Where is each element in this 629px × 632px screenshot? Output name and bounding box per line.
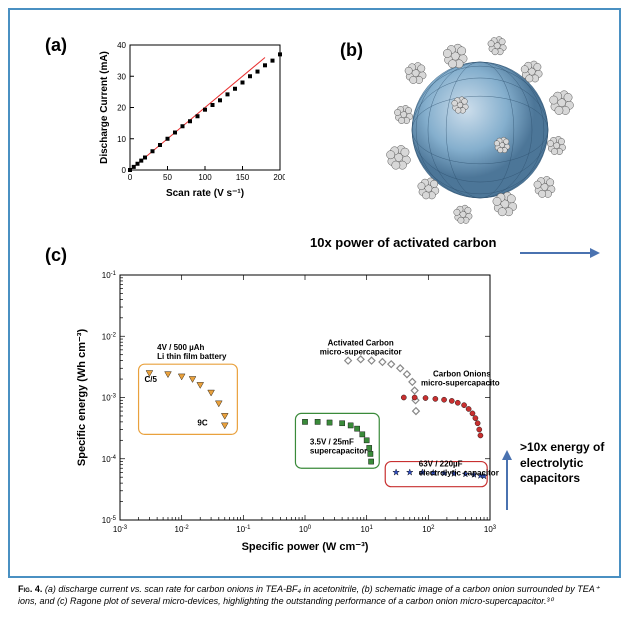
svg-text:100: 100 — [198, 173, 212, 182]
svg-text:Scan rate (V s⁻¹): Scan rate (V s⁻¹) — [166, 188, 244, 199]
panel-label-c: (c) — [45, 245, 67, 266]
svg-text:103: 103 — [484, 525, 497, 534]
svg-text:Specific energy (Wh cm⁻³): Specific energy (Wh cm⁻³) — [76, 329, 88, 467]
svg-text:Discharge Current (mA): Discharge Current (mA) — [99, 51, 110, 164]
caption-fig-label: Fig. 4. — [18, 584, 42, 594]
svg-text:10-3: 10-3 — [102, 394, 117, 403]
annotation-10x-power: 10x power of activated carbon — [310, 235, 496, 250]
figure-caption: Fig. 4. (a) discharge current vs. scan r… — [8, 578, 621, 607]
svg-text:10-5: 10-5 — [102, 516, 117, 525]
svg-text:0: 0 — [122, 166, 127, 175]
svg-text:20: 20 — [117, 104, 126, 113]
svg-text:101: 101 — [361, 525, 374, 534]
arrow-up-icon — [500, 450, 514, 510]
svg-text:Activated Carbonmicro-supercap: Activated Carbonmicro-supercapacitor — [320, 339, 402, 357]
figure-box: (a) (b) (c) 0 50 100 150 200 0 10 20 30 40 Scan ra… — [8, 8, 621, 578]
svg-text:Carbon Onionsmicro-supercapaci: Carbon Onionsmicro-supercapacitor — [421, 370, 500, 388]
caption-text: (a) discharge current vs. scan rate for … — [18, 584, 599, 606]
schematic-b — [370, 25, 590, 225]
svg-text:4V / 500 µAh Li thin film batt: 4V / 500 µAh Li thin film battery — [157, 343, 227, 361]
svg-text:Specific power (W cm⁻³): Specific power (W cm⁻³) — [242, 541, 369, 553]
chart-c: 10-3 10-2 10-1 100 101 102 103 10-5 10-4 10-3 10-2… — [70, 265, 500, 560]
svg-text:63V / 220µFelectrolytic capaci: 63V / 220µFelectrolytic capacitor — [419, 459, 499, 477]
svg-text:0: 0 — [128, 173, 133, 182]
svg-text:10: 10 — [117, 135, 126, 144]
panel-label-a: (a) — [45, 35, 67, 56]
svg-text:10-2: 10-2 — [175, 525, 190, 534]
annotation-10x-energy: >10x energy of electrolytic capacitors — [520, 440, 620, 487]
svg-text:C/5: C/5 — [145, 375, 158, 384]
arrow-right-icon — [520, 247, 600, 259]
svg-text:40: 40 — [117, 41, 126, 50]
svg-text:100: 100 — [299, 525, 312, 534]
svg-text:50: 50 — [163, 173, 172, 182]
svg-text:10-2: 10-2 — [102, 332, 117, 341]
svg-text:200: 200 — [273, 173, 285, 182]
svg-text:9C: 9C — [197, 418, 207, 427]
svg-text:102: 102 — [422, 525, 435, 534]
svg-text:3.5V / 25mFsupercapacitor: 3.5V / 25mFsupercapacitor — [310, 438, 367, 456]
chart-a: 0 50 100 150 200 0 10 20 30 40 Scan rate (V s⁻¹) Di… — [95, 35, 285, 200]
svg-text:10-4: 10-4 — [102, 455, 117, 464]
svg-text:10-1: 10-1 — [102, 271, 117, 280]
svg-text:150: 150 — [236, 173, 250, 182]
svg-text:30: 30 — [117, 72, 126, 81]
svg-text:10-1: 10-1 — [236, 525, 251, 534]
panel-label-b: (b) — [340, 40, 363, 61]
svg-text:10-3: 10-3 — [113, 525, 128, 534]
